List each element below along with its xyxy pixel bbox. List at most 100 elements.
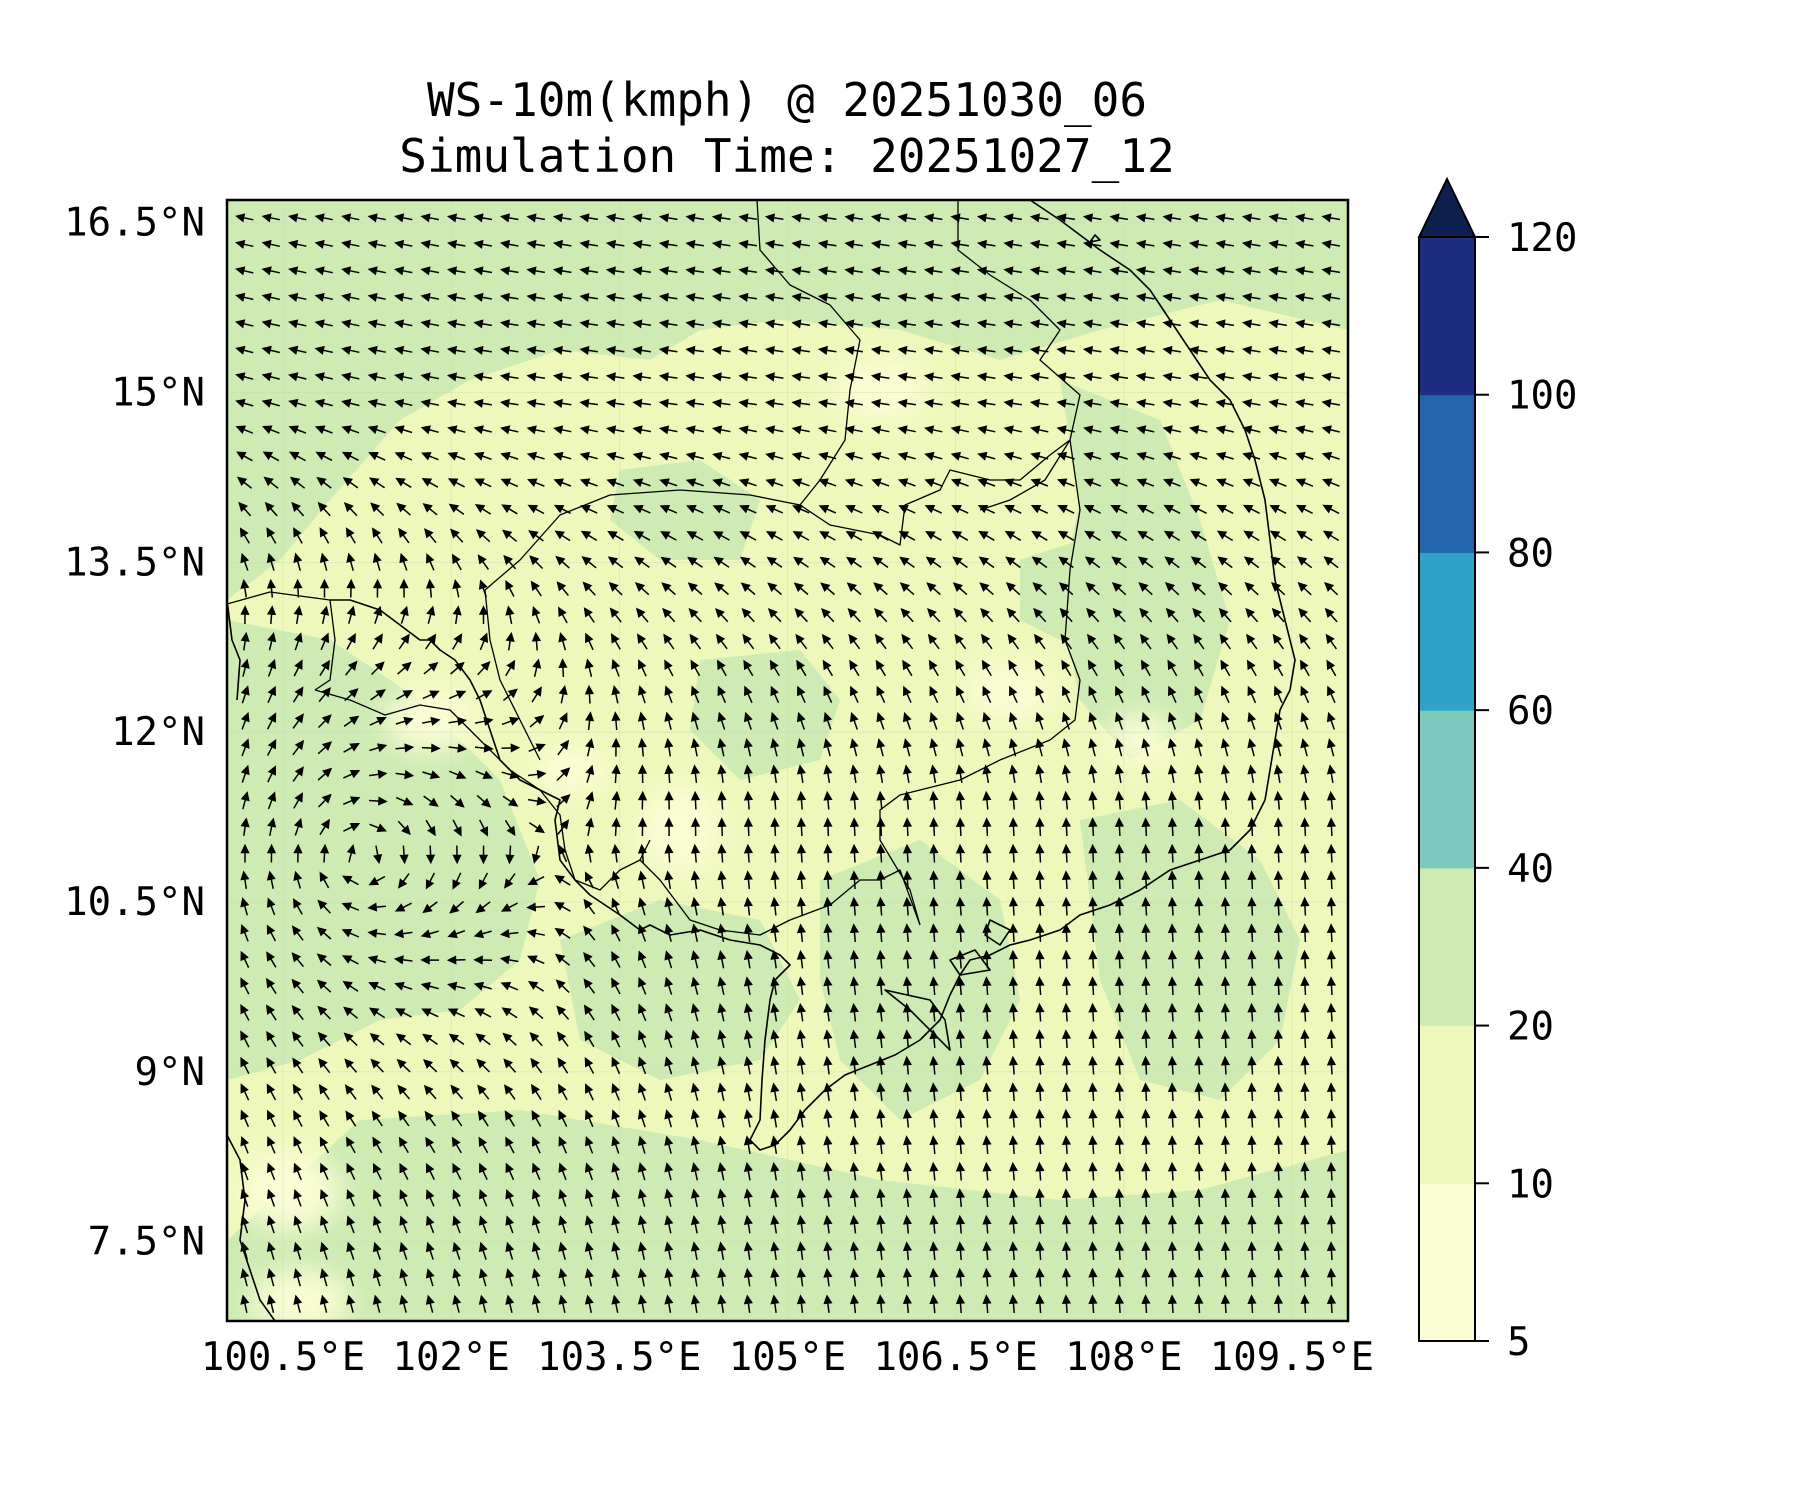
wind-arrow [902,923,913,943]
wind-arrow [1141,685,1151,704]
wind-arrow [739,505,757,514]
wind-arrow [1139,633,1152,650]
wind-arrow [288,398,307,408]
wind-arrow [319,1268,329,1287]
wind-arrow [399,1268,409,1287]
wind-arrow [343,502,358,517]
wind-arrow [664,1215,674,1234]
wind-arrow [451,553,462,571]
wind-arrow [291,952,304,968]
wind-arrow [1087,659,1098,677]
wind-arrow [367,372,386,382]
wind-arrow [399,1162,409,1180]
wind-arrow [849,1055,859,1075]
wind-arrow [531,1215,541,1234]
wind-arrow [499,292,519,302]
wind-arrow [1136,451,1155,461]
wind-arrow [611,1268,621,1287]
wind-arrow [1035,1029,1045,1049]
wind-arrow [1035,923,1045,943]
wind-arrow [711,239,731,249]
wind-arrow [1162,478,1181,487]
wind-arrow [717,1162,727,1181]
wind-arrow [422,690,440,700]
wind-arrow [1241,292,1261,302]
wind-arrow [1295,425,1314,435]
wind-arrow [291,978,304,994]
wind-arrow [505,1268,515,1287]
wind-arrow [505,1136,515,1154]
wind-arrow [1056,345,1076,355]
wind-arrow [1008,1082,1019,1102]
wind-arrow [690,1003,700,1022]
wind-arrow [632,239,652,249]
wind-arrow [420,398,439,408]
wind-arrow [343,715,360,728]
wind-arrow [770,843,780,863]
wind-arrow [1270,556,1286,569]
wind-arrow [267,632,277,651]
wind-arrow [1141,1267,1151,1287]
wind-arrow [955,659,966,677]
wind-arrow [982,1267,992,1287]
wind-arrow [500,451,519,461]
wind-arrow [767,582,782,596]
wind-arrow [1061,738,1071,757]
wind-arrow [420,981,439,991]
wind-arrow [314,292,333,302]
wind-arrow [929,1135,939,1155]
wind-arrow [796,1108,806,1128]
wind-arrow [531,631,542,651]
wind-arrow [1322,530,1340,542]
wind-arrow [478,1136,489,1154]
wind-arrow [849,764,859,784]
wind-arrow [425,1136,436,1154]
wind-arrow [1220,711,1230,730]
wind-arrow [558,606,568,624]
wind-arrow [664,976,674,995]
wind-arrow [448,503,465,516]
wind-arrow [1295,478,1314,487]
wind-arrow [1188,398,1208,408]
wind-arrow [289,476,306,489]
wind-arrow [1273,1082,1284,1102]
wind-arrow [341,425,360,435]
wind-arrow [1167,817,1178,837]
wind-arrow [1194,843,1204,863]
wind-arrow [611,1056,621,1075]
wind-arrow [849,659,860,677]
wind-arrow [1300,1108,1310,1128]
wind-arrow [1109,213,1129,223]
wind-arrow [505,579,515,597]
wind-arrow [1242,451,1261,461]
wind-arrow [876,843,886,863]
wind-arrow [450,528,464,543]
wind-arrow [558,1109,568,1127]
wind-arrow [1135,398,1155,408]
wind-arrow [1294,266,1314,276]
wind-arrow [1273,659,1284,677]
wind-arrow [239,527,250,544]
wind-arrow [897,451,916,461]
wind-arrow [579,451,598,461]
wind-arrow [505,1294,515,1313]
wind-arrow [1083,425,1102,435]
wind-arrow [955,1241,966,1261]
wind-arrow [796,870,807,890]
wind-arrow [766,556,783,568]
wind-arrow [558,844,568,863]
wind-arrow [1322,478,1340,487]
wind-arrow [818,451,837,461]
wind-arrow [1321,451,1340,461]
wind-arrow [1114,976,1125,996]
wind-arrow [554,953,571,966]
wind-arrow [531,1241,541,1260]
wind-arrow [690,1241,700,1261]
wind-arrow [558,1083,568,1101]
wind-arrow [1088,790,1098,810]
wind-arrow [955,870,966,890]
wind-arrow [528,1006,544,1020]
wind-arrow [399,1215,408,1234]
colorbar-extend-arrow [1417,176,1477,238]
wind-arrow [1061,870,1072,890]
